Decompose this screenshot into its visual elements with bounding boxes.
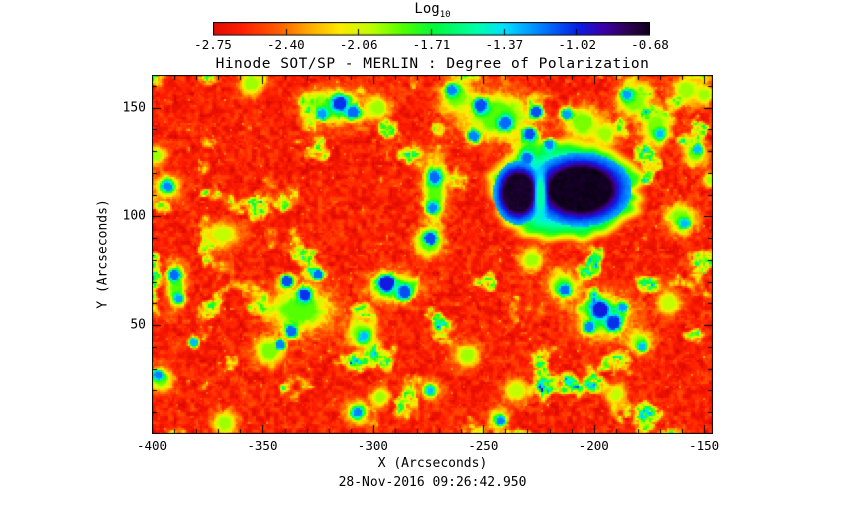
x-tick-label-4: -200 [578, 438, 609, 453]
x-tick-label-0: -400 [136, 438, 168, 453]
x-tick-label-5: -150 [689, 438, 720, 453]
colorbar-tick-label-6: -0.68 [631, 37, 669, 52]
colorbar-title: Log10 [152, 1, 713, 20]
y-tick-label-0: 50 [130, 317, 146, 333]
colorbar-tick-label-1: -2.40 [267, 37, 305, 52]
heatmap-canvas [152, 75, 713, 434]
timestamp-label: 28-Nov-2016 09:26:42.950 [338, 475, 527, 490]
plot-title: Hinode SOT/SP - MERLIN : Degree of Polar… [215, 56, 650, 72]
x-tick-label-1: -350 [247, 438, 278, 453]
y-axis-label: Y (Arcseconds) [95, 199, 111, 309]
colorbar-canvas [213, 22, 650, 36]
x-axis-label: X (Arcseconds) [377, 456, 488, 471]
y-tick-label-1: 100 [122, 208, 146, 224]
x-tick-label-3: -250 [468, 438, 499, 453]
colorbar-tick-label-3: -1.71 [412, 37, 451, 52]
x-tick-label-2: -300 [357, 438, 388, 453]
colorbar-tick-label-2: -2.06 [339, 37, 378, 52]
colorbar-tick-label-5: -1.02 [558, 37, 596, 52]
colorbar-title-subscript: 10 [439, 9, 451, 20]
colorbar-tick-label-0: -2.75 [194, 37, 232, 52]
colorbar-title-text: Log [414, 1, 440, 17]
y-tick-label-2: 150 [122, 100, 146, 116]
colorbar-tick-label-4: -1.37 [485, 37, 524, 52]
